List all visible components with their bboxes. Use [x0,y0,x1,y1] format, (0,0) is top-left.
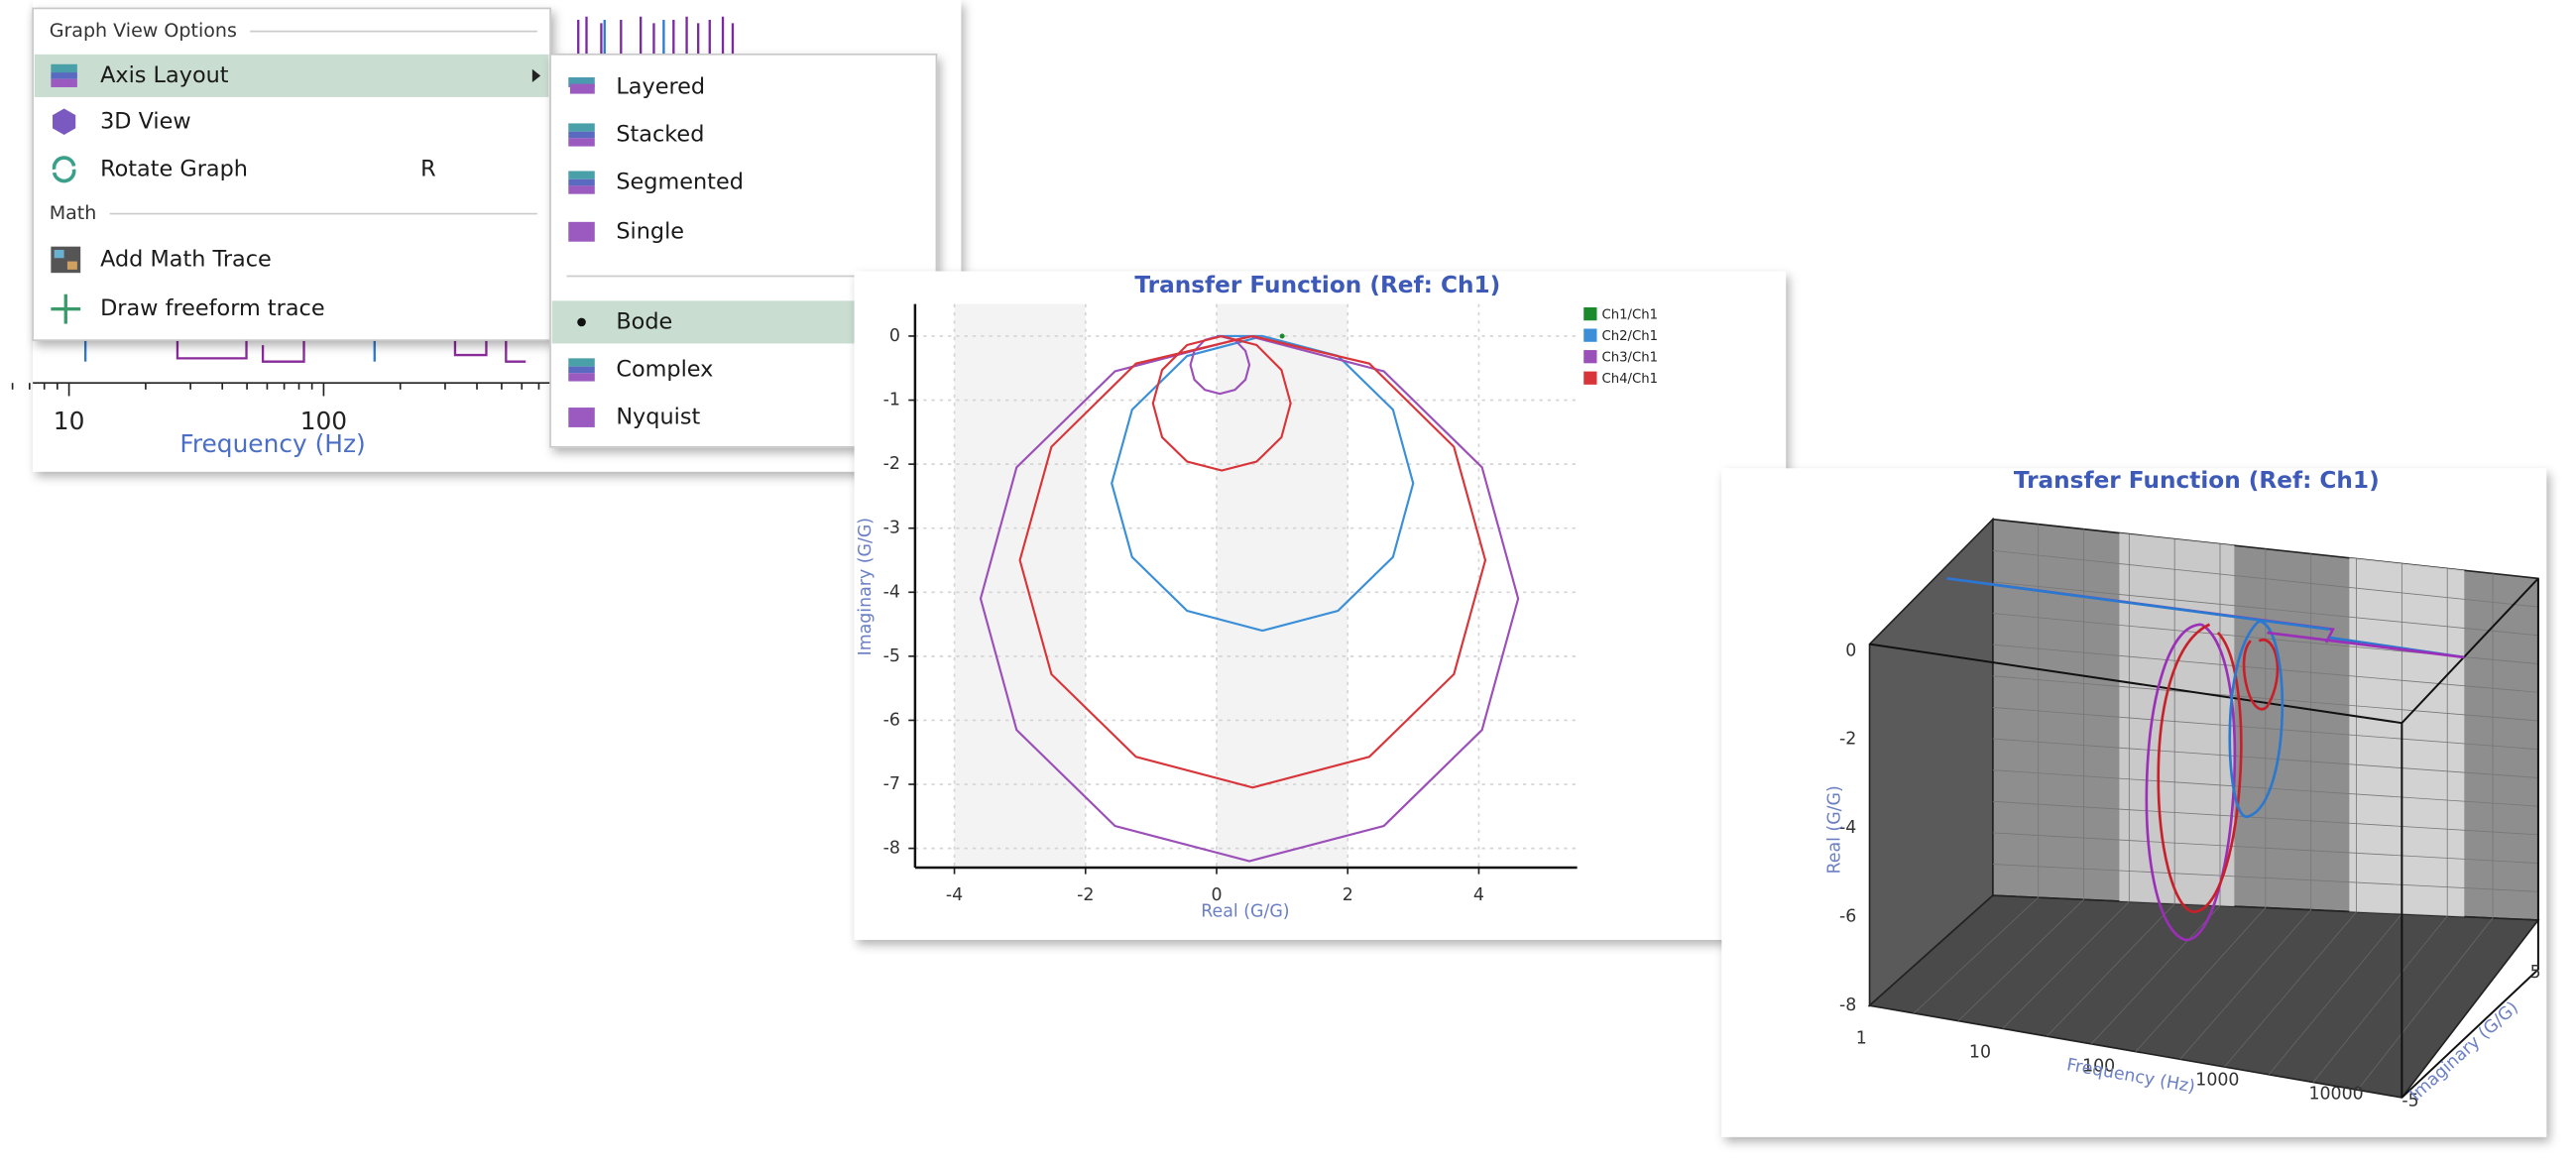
x-axis-label: Real (G/G) [1201,902,1289,922]
y-tick-label: -5 [883,646,900,666]
menu-item[interactable]: Segmented [616,170,744,195]
x-tick-label: -2 [1077,885,1094,905]
menu-icon [53,108,76,136]
wall-band [2119,532,2235,907]
floor-grid [1913,896,2039,1014]
menu-item[interactable]: Layered [616,73,705,99]
y-tick-label: -3 [883,519,900,538]
y-tick-label: -5 [2401,1091,2418,1111]
y-tick-label: 5 [2530,963,2541,983]
series-line [1111,334,1415,633]
x-tick-label: 0 [1211,885,1222,905]
floor-grid [2268,913,2402,1076]
submenu-arrow [531,68,541,82]
background-trace [176,328,527,363]
legend-label: Ch4/Ch1 [1601,372,1658,387]
menu-icon [51,63,77,87]
floor-grid [2002,901,2130,1029]
legend-label: Ch1/Ch1 [1601,307,1658,322]
x-axis-label: Frequency (Hz) [179,429,365,458]
series-line [1018,334,1487,789]
legend-label: Ch3/Ch1 [1601,351,1658,366]
menu-item[interactable]: Bode [616,308,672,334]
y-tick-label: -4 [883,582,900,602]
x-tick-label: 1000 [2195,1071,2239,1091]
y-tick-label: 0 [889,326,900,346]
menu-shortcut: R [420,156,436,181]
menu-item[interactable]: Axis Layout [100,62,229,88]
menu-icon [568,221,595,242]
menu-icon [568,123,595,147]
floor-grid [1957,898,2084,1021]
check-bullet [577,317,586,327]
plot-band [954,303,1086,868]
z-tick-label: -6 [1839,907,1856,927]
legend-label: Ch2/Ch1 [1601,329,1658,344]
menu-item[interactable]: Complex [616,356,713,382]
floor-grid [2179,909,2312,1060]
x-tick-label: 10000 [2308,1085,2363,1105]
legend-swatch [1583,371,1597,385]
x-tick-label: 10 [54,407,85,435]
y-tick-label: -8 [883,839,900,859]
chart-title: Transfer Function (Ref: Ch1) [2014,467,2380,494]
legend-swatch [1583,328,1597,342]
wall-grid [1992,832,2538,864]
legend-swatch [1583,306,1597,321]
menu-item-highlight [34,54,549,97]
menu-item[interactable]: Nyquist [616,404,700,429]
z-axis-label: Real (G/G) [1825,785,1845,874]
wall-grid [1992,864,2538,892]
z-tick-label: -4 [1839,818,1856,838]
chart-title: Transfer Function (Ref: Ch1) [1134,272,1500,298]
menu-icon [52,156,76,183]
menu-section-header: Math [50,202,97,224]
y-tick-label: -1 [883,391,900,410]
menu-item[interactable]: 3D View [100,108,191,134]
menu-item[interactable]: Rotate Graph [100,156,248,181]
x-tick-label: 100 [300,407,347,435]
menu-icon [568,171,595,194]
x-tick-label: 2 [1343,885,1353,905]
menu-icon [568,77,595,94]
series-point [1279,333,1285,339]
menu-section-header: Graph View Options [50,20,237,42]
background-trace [577,16,735,55]
y-axis-label: Imaginary (G/G) [856,518,876,656]
y-tick-label: -7 [883,774,900,794]
floor-grid [2135,907,2267,1052]
floor-grid [2224,911,2357,1068]
trace-3d [2267,631,2465,659]
z-tick-label: -2 [1839,730,1856,750]
menu-icon [51,293,81,324]
trace-3d [2157,623,2280,914]
z-tick-label: -8 [1839,995,1856,1015]
floor-grid [2312,915,2448,1083]
floor-grid [2047,903,2175,1037]
x-tick-label: 100 [2082,1056,2115,1076]
z-tick-label: 0 [1845,641,1856,660]
box-edges [1869,577,2539,1099]
menu-item[interactable]: Add Math Trace [100,246,272,272]
plot-band [1216,303,1348,868]
x-tick-label: 4 [1473,885,1484,905]
menu-icon [568,408,595,427]
menu-item[interactable]: Draw freeform trace [100,295,325,321]
y-tick-label: -2 [883,454,900,474]
floor-grid [2357,917,2494,1091]
menu-item[interactable]: Single [616,218,684,244]
x-tick-label: 10 [1969,1042,1991,1062]
floor-grid [2090,905,2221,1045]
menu-item[interactable]: Stacked [616,122,704,148]
menu-icon [568,358,595,382]
y-tick-label: -6 [883,710,900,730]
legend-swatch [1583,350,1597,364]
x-tick-label: -4 [946,885,963,905]
menu-icon [51,246,81,274]
x-tick-label: 1 [1856,1028,1867,1048]
